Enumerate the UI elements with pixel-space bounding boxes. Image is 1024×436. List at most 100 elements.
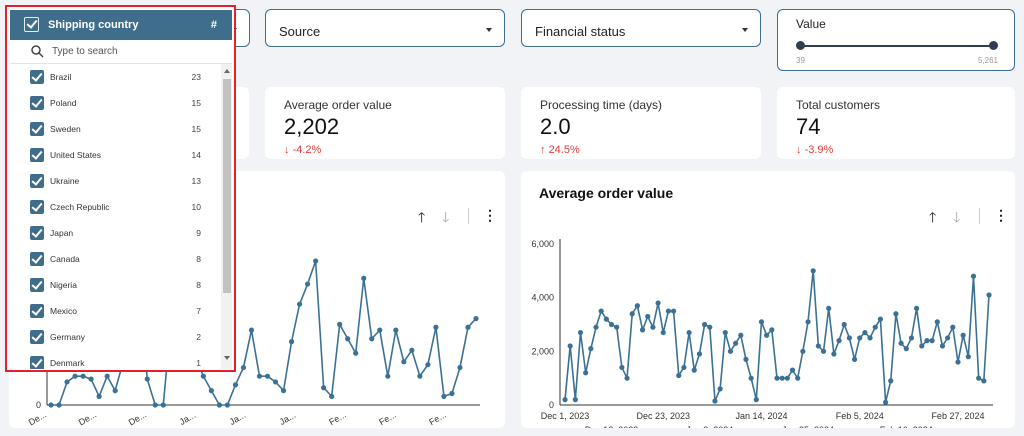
- kpi-total-customers: Total customers 74 ↓ -3.9%: [777, 87, 1015, 159]
- value-filter-label: Value: [796, 17, 826, 31]
- data-point: [976, 375, 982, 381]
- data-point: [727, 348, 734, 354]
- country-option[interactable]: Mexico 7: [10, 298, 221, 324]
- data-point: [417, 373, 423, 379]
- sort-ascending-icon[interactable]: 🡑: [929, 209, 937, 225]
- country-option[interactable]: Czech Republic 10: [10, 194, 221, 220]
- country-count: 23: [191, 72, 201, 82]
- data-point: [924, 338, 930, 344]
- checkbox[interactable]: [30, 330, 44, 344]
- country-option[interactable]: Germany 2: [10, 324, 221, 350]
- country-name: Czech Republic: [50, 202, 110, 212]
- country-option[interactable]: Japan 9: [10, 220, 221, 246]
- source-filter[interactable]: Source: [265, 9, 505, 47]
- checkbox[interactable]: [30, 174, 44, 188]
- financial-status-filter[interactable]: Financial status: [521, 9, 761, 47]
- kpi-value: 2.0: [540, 114, 571, 139]
- data-point: [882, 399, 889, 405]
- toolbar-divider: [979, 208, 980, 224]
- data-point: [567, 343, 573, 349]
- data-point: [377, 327, 383, 333]
- data-point: [707, 324, 713, 330]
- country-option[interactable]: Sweden 15: [10, 116, 221, 142]
- search-icon: [31, 45, 44, 58]
- country-name: Ukraine: [50, 176, 80, 186]
- shipping-country-dropdown: Shipping country # Type to search Brazil…: [5, 5, 236, 372]
- toolbar-divider: [468, 208, 469, 224]
- x-tick-label: De...: [27, 409, 48, 427]
- sort-descending-icon[interactable]: 🡓: [953, 209, 961, 225]
- country-option[interactable]: United States 14: [10, 142, 221, 168]
- data-point: [313, 258, 319, 264]
- x-tick-label: Dec 1, 2023: [541, 411, 590, 421]
- sort-descending-icon[interactable]: 🡓: [442, 209, 450, 225]
- scroll-up-icon[interactable]: [224, 69, 230, 73]
- country-list: Brazil 23 Poland 15 Sweden 15 United States 14 U…: [10, 64, 221, 369]
- dropdown-search[interactable]: Type to search: [10, 40, 232, 64]
- data-point: [950, 324, 956, 330]
- checkbox[interactable]: [30, 226, 44, 240]
- data-point: [321, 385, 327, 391]
- data-point: [867, 335, 873, 341]
- checkbox[interactable]: [30, 96, 44, 110]
- value-slider-min-handle[interactable]: [796, 41, 805, 50]
- country-count: 8: [196, 280, 201, 290]
- country-option[interactable]: Canada 8: [10, 246, 221, 272]
- kpi-value: 2,202: [284, 114, 340, 139]
- data-point: [717, 386, 723, 392]
- arrow-up-icon: ↑: [540, 144, 546, 156]
- sort-ascending-icon[interactable]: 🡑: [418, 209, 426, 225]
- data-point: [588, 346, 594, 352]
- data-point: [665, 308, 672, 314]
- country-name: Sweden: [50, 124, 81, 134]
- data-point: [800, 348, 806, 354]
- checkbox[interactable]: [30, 252, 44, 266]
- data-point: [970, 273, 977, 279]
- data-point: [562, 397, 568, 403]
- country-count: 1: [196, 358, 201, 368]
- value-max-label: 5,261: [977, 56, 998, 65]
- checkbox[interactable]: [30, 122, 44, 136]
- x-tick-label: Dec 12, 2023: [585, 425, 639, 428]
- country-option[interactable]: Ukraine 13: [10, 168, 221, 194]
- country-option[interactable]: Poland 15: [10, 90, 221, 116]
- chevron-down-icon: [486, 28, 492, 32]
- data-point: [56, 402, 62, 408]
- count-column-header[interactable]: #: [210, 19, 217, 31]
- data-point: [681, 364, 687, 371]
- data-point: [676, 372, 682, 379]
- data-point: [465, 324, 471, 330]
- financial-status-filter-label: Financial status: [535, 24, 626, 39]
- country-count: 15: [191, 98, 201, 108]
- data-point: [789, 367, 796, 373]
- data-point: [473, 316, 479, 322]
- checkbox[interactable]: [30, 304, 44, 318]
- checkbox[interactable]: [30, 70, 44, 84]
- value-slider-max-handle[interactable]: [989, 41, 998, 50]
- more-options-icon[interactable]: ⋮: [994, 207, 1008, 223]
- arrow-down-icon: ↓: [284, 144, 290, 156]
- checkbox[interactable]: [30, 278, 44, 292]
- country-option[interactable]: Denmark 1: [10, 350, 221, 369]
- data-point: [409, 347, 415, 353]
- country-count: 14: [191, 150, 201, 160]
- checkbox[interactable]: [30, 200, 44, 214]
- data-point: [769, 327, 775, 333]
- value-min-label: 39: [796, 56, 805, 65]
- checkbox[interactable]: [30, 148, 44, 162]
- country-option[interactable]: Nigeria 8: [10, 272, 221, 298]
- data-point: [981, 378, 987, 384]
- select-all-checkbox[interactable]: [24, 17, 39, 32]
- data-point: [224, 402, 231, 408]
- scroll-down-icon[interactable]: [224, 356, 230, 360]
- scrollbar-thumb[interactable]: [223, 79, 231, 293]
- country-name: Brazil: [50, 72, 72, 82]
- data-point: [955, 359, 961, 365]
- country-option[interactable]: Brazil 23: [10, 64, 221, 90]
- data-point: [645, 313, 651, 320]
- more-options-icon[interactable]: ⋮: [483, 207, 497, 223]
- data-point: [846, 335, 852, 341]
- x-tick-label: Feb 5, 2024: [836, 411, 884, 421]
- checkbox[interactable]: [30, 356, 44, 369]
- data-point: [758, 319, 765, 325]
